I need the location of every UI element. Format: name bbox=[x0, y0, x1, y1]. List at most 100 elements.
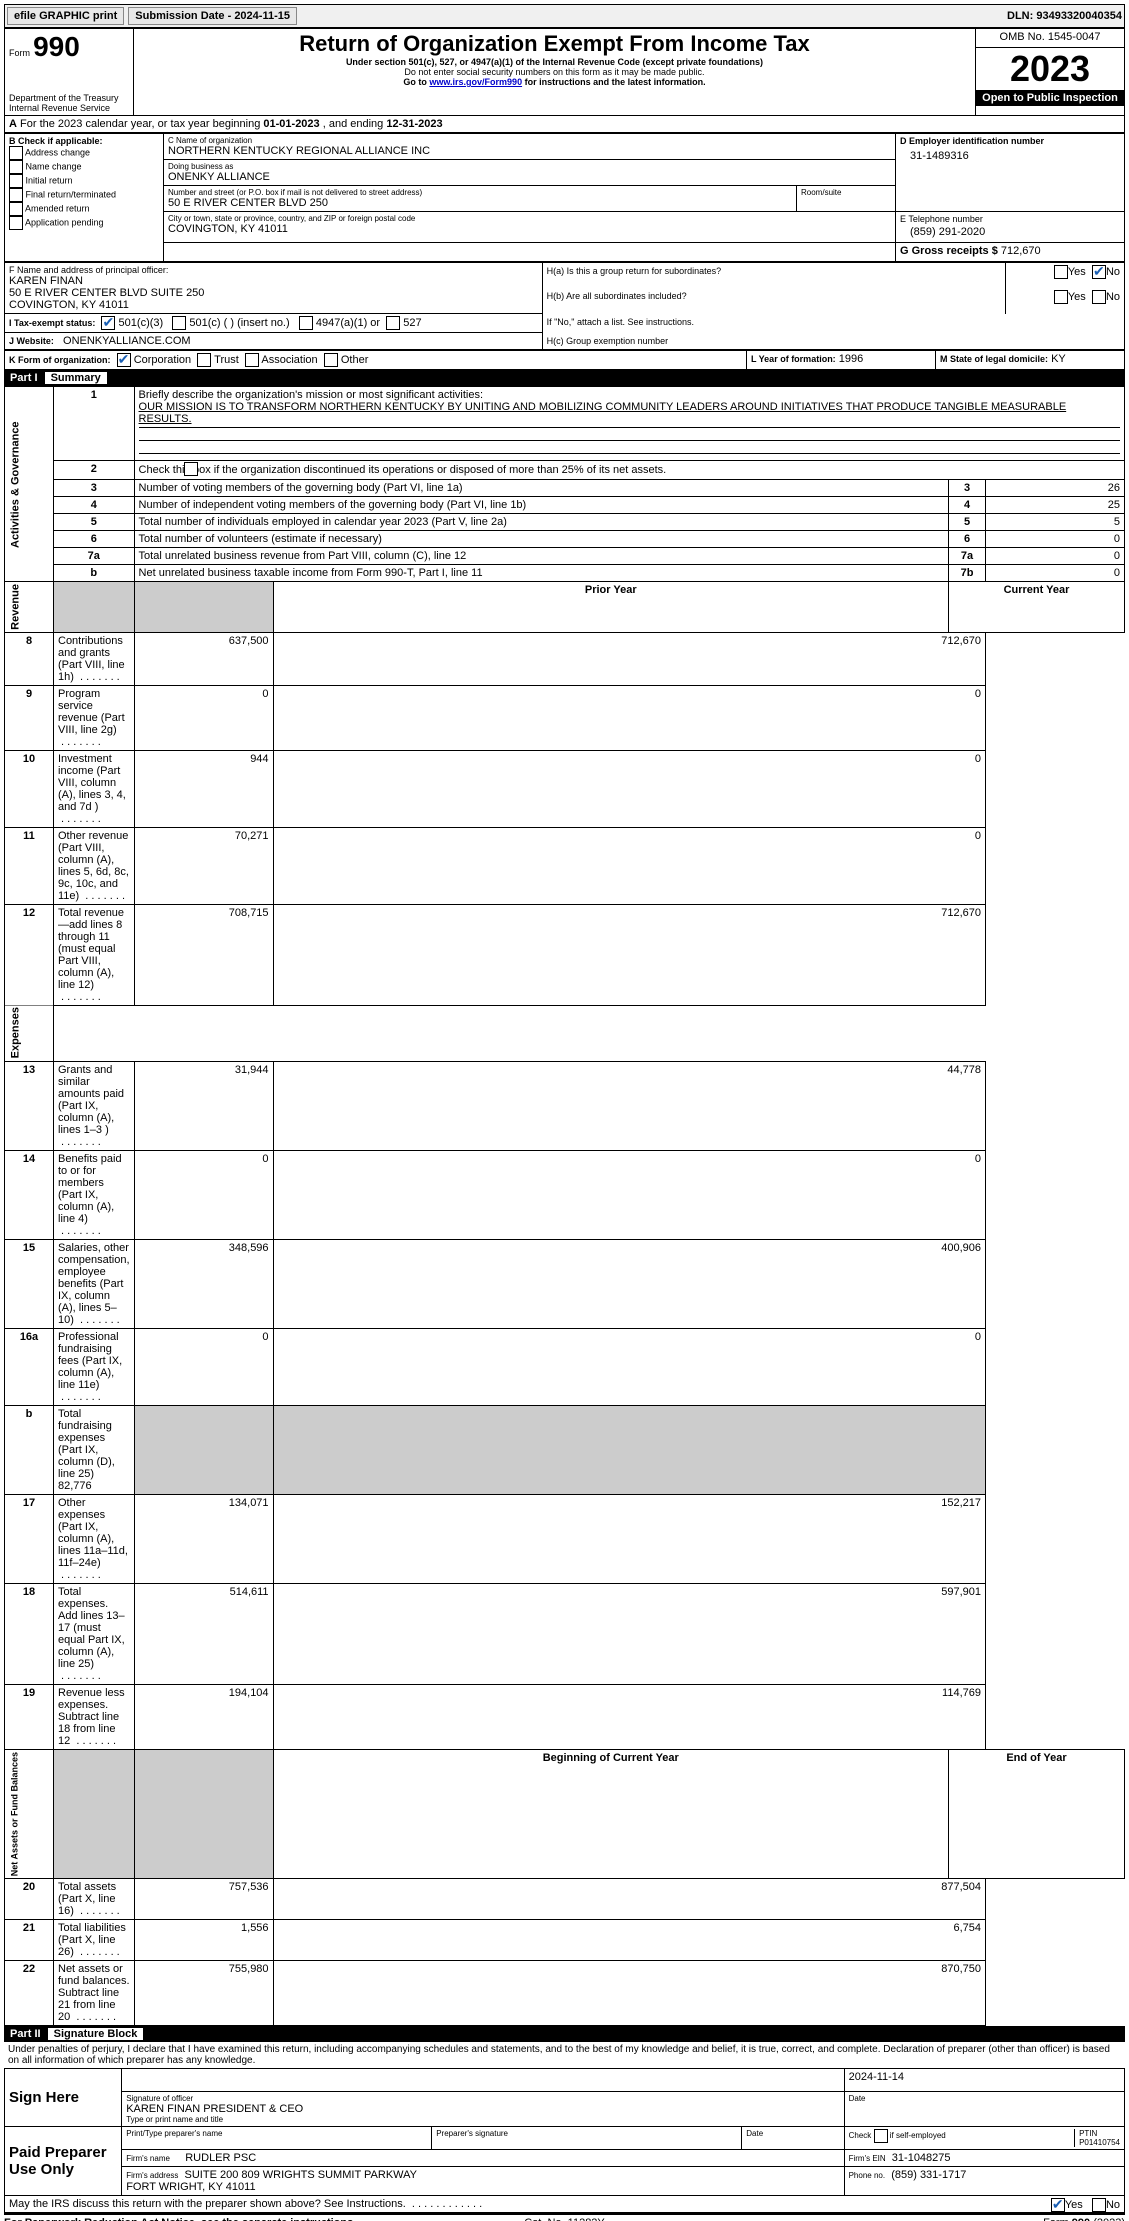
table-row: 12Total revenue—add lines 8 through 11 (… bbox=[5, 904, 1125, 1005]
table-row: 10Investment income (Part VIII, column (… bbox=[5, 750, 1125, 827]
room-label: Room/suite bbox=[801, 188, 891, 197]
i-opt1: 501(c)(3) bbox=[119, 317, 164, 329]
table-row: 13Grants and similar amounts paid (Part … bbox=[5, 1062, 1125, 1151]
table-row: 17Other expenses (Part IX, column (A), l… bbox=[5, 1495, 1125, 1584]
table-row: 8Contributions and grants (Part VIII, li… bbox=[5, 632, 1125, 685]
k-assoc-checkbox[interactable] bbox=[245, 353, 259, 367]
q7a-text: Total unrelated business revenue from Pa… bbox=[134, 548, 948, 565]
boxb-checkbox[interactable] bbox=[9, 146, 23, 160]
header-table: Form 990 Department of the Treasury Inte… bbox=[4, 28, 1125, 116]
q2-checkbox[interactable] bbox=[184, 462, 198, 476]
box-f-label: F Name and address of principal officer: bbox=[9, 265, 538, 275]
side-revenue: Revenue bbox=[5, 582, 54, 633]
officer-addr2: COVINGTON, KY 41011 bbox=[9, 299, 538, 311]
open-inspection: Open to Public Inspection bbox=[976, 90, 1124, 106]
boxb-checkbox[interactable] bbox=[9, 160, 23, 174]
signature-table: Sign Here 2024-11-14 Signature of office… bbox=[4, 2068, 1125, 2196]
omb-number: OMB No. 1545-0047 bbox=[976, 29, 1125, 48]
no-label: No bbox=[1106, 266, 1120, 278]
table-row: 20Total assets (Part X, line 16) . . . .… bbox=[5, 1879, 1125, 1920]
boxb-item: Final return/terminated bbox=[9, 188, 159, 202]
period-begin: 01-01-2023 bbox=[263, 118, 319, 130]
boxb-checkbox[interactable] bbox=[9, 188, 23, 202]
date-label1: Date bbox=[849, 2094, 1120, 2103]
dln-text: DLN: 93493320040354 bbox=[1007, 10, 1122, 22]
firm-ein-label: Firm's EIN bbox=[849, 2154, 886, 2163]
sign-here-label: Sign Here bbox=[5, 2069, 122, 2127]
boxb-checkbox[interactable] bbox=[9, 174, 23, 188]
i-527-checkbox[interactable] bbox=[386, 316, 400, 330]
box-k-label: K Form of organization: bbox=[9, 355, 111, 365]
hb-label: H(b) Are all subordinates included? bbox=[547, 291, 687, 301]
self-employed-checkbox[interactable] bbox=[874, 2129, 888, 2143]
yes-label2: Yes bbox=[1068, 291, 1086, 303]
box-d-label: D Employer identification number bbox=[900, 136, 1120, 146]
part1-title: Summary bbox=[45, 372, 107, 384]
prep-phone: (859) 331-1717 bbox=[891, 2169, 966, 2181]
side-net: Net Assets or Fund Balances bbox=[5, 1750, 54, 1879]
table-row: 18Total expenses. Add lines 13–17 (must … bbox=[5, 1584, 1125, 1685]
discuss-no-checkbox[interactable] bbox=[1092, 2198, 1106, 2212]
period-line: A For the 2023 calendar year, or tax yea… bbox=[4, 116, 1125, 133]
q7b-text: Net unrelated business taxable income fr… bbox=[134, 565, 948, 582]
discuss-no: No bbox=[1106, 2199, 1120, 2211]
boxb-item: Address change bbox=[9, 146, 159, 160]
table-row: 9Program service revenue (Part VIII, lin… bbox=[5, 685, 1125, 750]
q5-text: Total number of individuals employed in … bbox=[134, 514, 948, 531]
efile-print-button[interactable]: efile GRAPHIC print bbox=[7, 7, 124, 25]
side-expenses: Expenses bbox=[5, 1005, 54, 1061]
form-title: Return of Organization Exempt From Incom… bbox=[138, 31, 971, 57]
k-corp-checkbox[interactable] bbox=[117, 353, 131, 367]
i-501c3-checkbox[interactable] bbox=[101, 316, 115, 330]
klm-table: K Form of organization: Corporation Trus… bbox=[4, 350, 1125, 370]
box-m-label: M State of legal domicile: bbox=[940, 354, 1048, 364]
website-value: ONENKYALLIANCE.COM bbox=[63, 335, 191, 347]
k-other-checkbox[interactable] bbox=[324, 353, 338, 367]
form-subtitle: Under section 501(c), 527, or 4947(a)(1)… bbox=[138, 57, 971, 67]
ptin-label: PTIN bbox=[1079, 2129, 1120, 2138]
yes-label: Yes bbox=[1068, 266, 1086, 278]
box-l-label: L Year of formation: bbox=[751, 354, 836, 364]
i-opt3: 4947(a)(1) or bbox=[316, 317, 380, 329]
phone-value: (859) 291-2020 bbox=[900, 224, 1120, 240]
period-end: 12-31-2023 bbox=[386, 118, 442, 130]
table-row: 21Total liabilities (Part X, line 26) . … bbox=[5, 1920, 1125, 1961]
discuss-text: May the IRS discuss this return with the… bbox=[9, 2198, 406, 2210]
declaration-text: Under penalties of perjury, I declare th… bbox=[4, 2042, 1125, 2068]
sig-name: KAREN FINAN PRESIDENT & CEO bbox=[126, 2103, 839, 2115]
dept-label: Department of the Treasury bbox=[9, 93, 129, 103]
discuss-yes-checkbox[interactable] bbox=[1051, 2198, 1065, 2212]
boxb-item: Amended return bbox=[9, 202, 159, 216]
k-opt2: Trust bbox=[214, 354, 239, 366]
org-name: NORTHERN KENTUCKY REGIONAL ALLIANCE INC bbox=[168, 145, 891, 157]
ha-no-checkbox[interactable] bbox=[1092, 265, 1106, 279]
box-e-label: E Telephone number bbox=[900, 214, 1120, 224]
box-i-label: I Tax-exempt status: bbox=[9, 318, 95, 328]
city-value: COVINGTON, KY 41011 bbox=[168, 223, 891, 235]
hc-label: H(c) Group exemption number bbox=[547, 336, 669, 346]
sig-off-label: Signature of officer bbox=[126, 2094, 839, 2103]
i-4947-checkbox[interactable] bbox=[299, 316, 313, 330]
val-3: 26 bbox=[986, 480, 1125, 497]
irs-link[interactable]: www.irs.gov/Form990 bbox=[429, 77, 522, 87]
check-self-label: Check bbox=[849, 2132, 874, 2141]
boxb-checkbox[interactable] bbox=[9, 216, 23, 230]
submission-date-button[interactable]: Submission Date - 2024-11-15 bbox=[128, 7, 297, 25]
i-opt4: 527 bbox=[403, 317, 421, 329]
ha-yes-checkbox[interactable] bbox=[1054, 265, 1068, 279]
k-trust-checkbox[interactable] bbox=[197, 353, 211, 367]
hb-no-checkbox[interactable] bbox=[1092, 290, 1106, 304]
boxb-checkbox[interactable] bbox=[9, 202, 23, 216]
val-7a: 0 bbox=[986, 548, 1125, 565]
i-opt2: 501(c) ( ) (insert no.) bbox=[189, 317, 289, 329]
gross-receipts: 712,670 bbox=[1001, 245, 1041, 257]
officer-info-table: F Name and address of principal officer:… bbox=[4, 262, 1125, 350]
tax-year: 2023 bbox=[976, 48, 1124, 90]
irs-label: Internal Revenue Service bbox=[9, 103, 129, 113]
firm-addr-label: Firm's address bbox=[126, 2171, 178, 2180]
street-value: 50 E RIVER CENTER BLVD 250 bbox=[168, 197, 792, 209]
prep-name-label: Print/Type preparer's name bbox=[126, 2129, 427, 2138]
hdr-end: End of Year bbox=[949, 1750, 1125, 1879]
hb-yes-checkbox[interactable] bbox=[1054, 290, 1068, 304]
i-501c-checkbox[interactable] bbox=[172, 316, 186, 330]
